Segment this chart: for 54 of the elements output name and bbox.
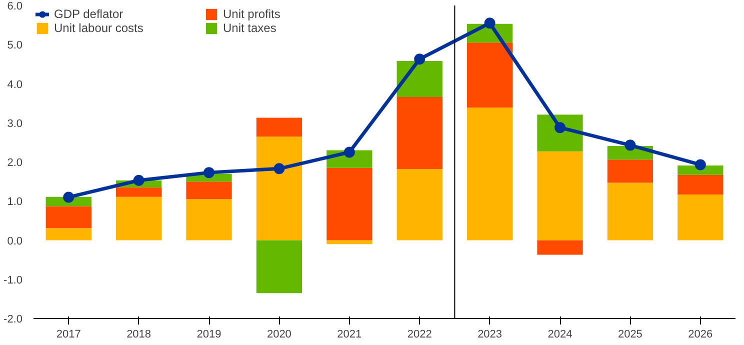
point: [484, 18, 496, 29]
bar: [466, 108, 513, 240]
legend-label: Unit profits: [223, 7, 282, 21]
bar: [256, 136, 302, 240]
bar: [186, 199, 232, 240]
bar: [678, 166, 724, 175]
bar: [326, 168, 372, 240]
y-tick-label: 4.0: [7, 78, 23, 91]
point: [344, 146, 355, 158]
y-tick-label: 3.0: [7, 118, 23, 130]
x-tick-label: 2018: [126, 328, 152, 340]
point: [624, 140, 636, 151]
y-tick-label: 1.0: [7, 196, 23, 208]
point: [204, 167, 214, 178]
legend-label: GDP deflator: [54, 7, 124, 21]
x-tick-label: 2025: [618, 328, 642, 340]
legend-label: Unit taxes: [223, 21, 278, 35]
x-tick-label: 2019: [196, 328, 222, 340]
bar: [256, 118, 302, 137]
bar: [116, 187, 162, 197]
x-tick-label: 2020: [266, 328, 292, 340]
bar: [256, 240, 302, 294]
x-tick-label: 2023: [478, 328, 502, 340]
x-tick-label: 2026: [688, 328, 713, 340]
y-tick-label: -1.0: [4, 274, 23, 286]
bar: [186, 182, 232, 200]
bar: [46, 206, 92, 228]
y-tick-label: -2.0: [4, 314, 23, 326]
y-tick-label: 5.0: [7, 40, 23, 52]
bar: [607, 160, 654, 183]
point: [63, 192, 74, 203]
point: [414, 54, 426, 65]
bar: [678, 174, 724, 194]
point: [274, 163, 285, 174]
bar: [396, 169, 442, 240]
bar: [537, 240, 583, 255]
bar: [537, 151, 583, 240]
y-tick-label: 2.0: [7, 157, 23, 169]
bar: [396, 97, 442, 170]
y-tick-label: 0.0: [7, 235, 23, 248]
bar: [116, 196, 162, 240]
x-tick-label: 2022: [407, 328, 432, 340]
bar: [607, 182, 654, 240]
x-tick-label: 2017: [56, 328, 81, 340]
point: [133, 174, 144, 186]
bar: [466, 42, 513, 108]
bar: [678, 194, 724, 240]
y-tick-label: 6.0: [7, 0, 23, 12]
bar: [46, 228, 92, 240]
bar: [396, 61, 442, 98]
x-tick-label: 2024: [548, 328, 572, 340]
point: [694, 159, 706, 170]
x-tick-label: 2021: [337, 328, 362, 340]
legend-label: Unit labour costs: [54, 21, 144, 35]
